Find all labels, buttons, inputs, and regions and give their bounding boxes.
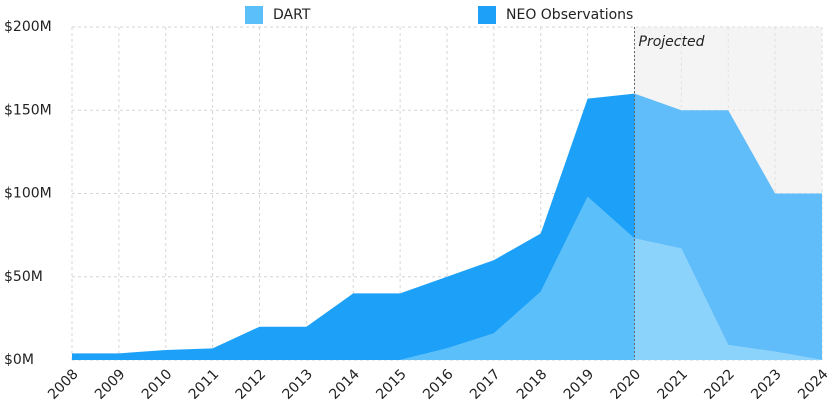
x-tick-label: 2021 bbox=[655, 366, 692, 403]
y-tick-label: $50M bbox=[4, 269, 43, 285]
x-tick-label: 2018 bbox=[514, 366, 551, 403]
x-tick-label: 2022 bbox=[701, 366, 738, 403]
x-tick-label: 2009 bbox=[92, 366, 129, 403]
x-tick-label: 2017 bbox=[467, 366, 504, 403]
x-tick-label: 2008 bbox=[45, 366, 82, 403]
x-tick-label: 2013 bbox=[280, 366, 317, 403]
x-tick-label: 2023 bbox=[748, 366, 785, 403]
x-tick-label: 2011 bbox=[186, 366, 223, 403]
projected-overlay bbox=[634, 27, 822, 360]
y-tick-label: $0M bbox=[4, 352, 34, 368]
legend-label: DART bbox=[273, 7, 311, 23]
legend-swatch bbox=[245, 6, 263, 24]
x-tick-label: 2010 bbox=[139, 366, 176, 403]
y-tick-label: $100M bbox=[4, 186, 52, 202]
y-tick-label: $200M bbox=[4, 19, 52, 35]
legend-swatch bbox=[478, 6, 496, 24]
x-tick-label: 2019 bbox=[561, 366, 598, 403]
x-tick-label: 2015 bbox=[373, 366, 410, 403]
projection-label: Projected bbox=[639, 34, 705, 50]
legend-label: NEO Observations bbox=[506, 7, 633, 23]
x-tick-label: 2020 bbox=[608, 366, 645, 403]
x-tick-label: 2024 bbox=[795, 366, 832, 403]
x-tick-label: 2014 bbox=[326, 366, 363, 403]
x-tick-label: 2012 bbox=[233, 366, 270, 403]
y-tick-label: $150M bbox=[4, 102, 52, 118]
x-tick-label: 2016 bbox=[420, 366, 457, 403]
